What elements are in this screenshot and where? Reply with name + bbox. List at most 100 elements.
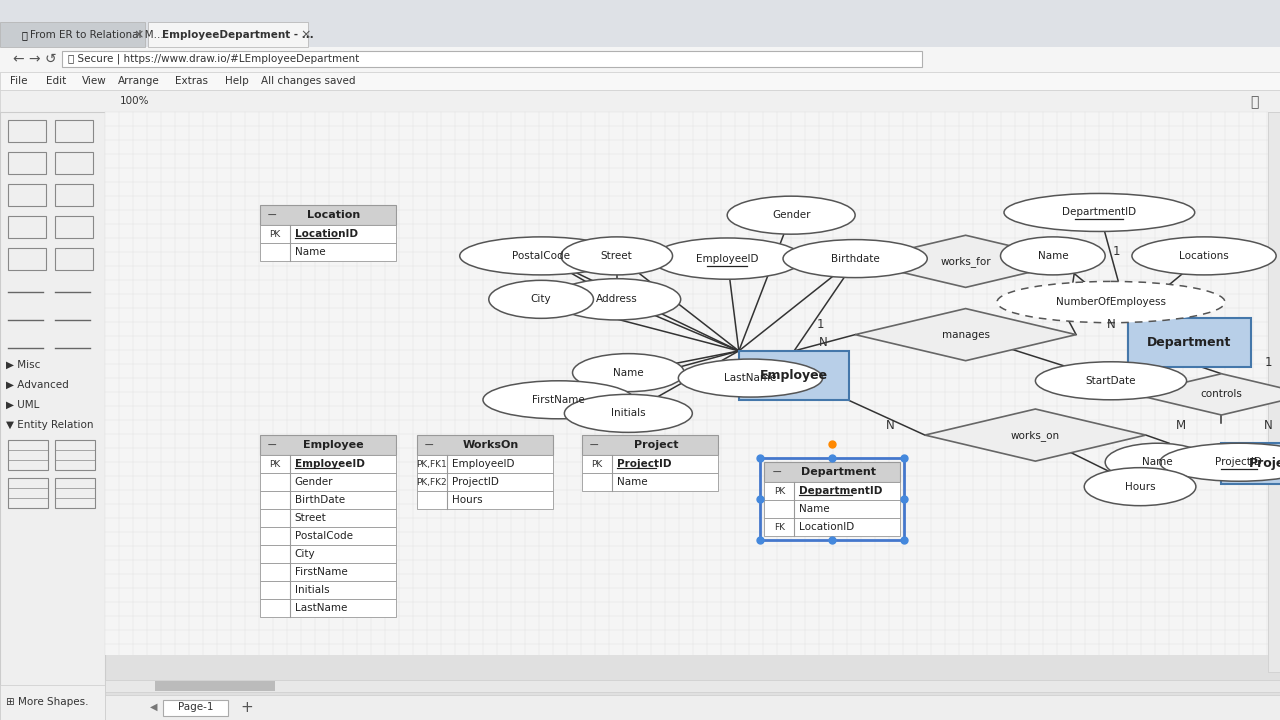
Bar: [55, 152, 93, 174]
Text: Arrange: Arrange: [118, 76, 160, 86]
Text: ↺: ↺: [45, 52, 56, 66]
Bar: [1221, 444, 1280, 484]
Text: Name: Name: [1038, 251, 1068, 261]
Text: Page-1: Page-1: [178, 702, 214, 712]
Text: Help: Help: [225, 76, 248, 86]
Text: PostalCode: PostalCode: [294, 531, 353, 541]
Bar: [417, 491, 553, 509]
Bar: [260, 225, 396, 243]
Bar: [260, 473, 396, 491]
Text: works_for: works_for: [941, 256, 991, 267]
Text: +: +: [241, 700, 252, 714]
Bar: [260, 205, 396, 225]
Bar: [105, 695, 1280, 720]
Text: LastName: LastName: [724, 373, 777, 383]
Text: FK: FK: [774, 523, 785, 532]
Text: PK,FK1: PK,FK1: [416, 459, 447, 469]
Bar: [0, 112, 105, 720]
Text: Project: Project: [1249, 457, 1280, 470]
Bar: [760, 458, 905, 540]
Ellipse shape: [489, 280, 594, 318]
Bar: [764, 518, 901, 536]
Text: works_on: works_on: [1011, 430, 1060, 441]
Text: 1: 1: [1265, 356, 1272, 369]
Bar: [417, 473, 553, 491]
Ellipse shape: [1105, 444, 1210, 481]
Ellipse shape: [1001, 237, 1105, 275]
Text: ProjectID: ProjectID: [1216, 457, 1262, 467]
Bar: [0, 22, 145, 47]
Text: Street: Street: [294, 513, 326, 523]
Ellipse shape: [561, 237, 672, 275]
Ellipse shape: [572, 354, 685, 392]
Text: Gender: Gender: [294, 477, 333, 487]
Ellipse shape: [483, 381, 634, 419]
Bar: [764, 482, 901, 500]
Text: PK: PK: [269, 230, 280, 239]
Text: EmployeeID: EmployeeID: [696, 253, 759, 264]
Bar: [148, 22, 308, 47]
Bar: [1129, 318, 1251, 367]
Text: manages: manages: [942, 330, 989, 340]
Bar: [260, 455, 396, 473]
Ellipse shape: [678, 359, 823, 397]
Bar: [0, 685, 105, 720]
Text: 🔒 Secure | https://www.draw.io/#LEmployeeDepartment: 🔒 Secure | https://www.draw.io/#LEmploye…: [68, 54, 360, 64]
Text: PK: PK: [774, 487, 785, 496]
Text: EmployeeDepartment - ...: EmployeeDepartment - ...: [163, 30, 314, 40]
Text: FirstName: FirstName: [294, 567, 347, 577]
Bar: [764, 500, 901, 518]
Bar: [582, 435, 718, 455]
Text: Name: Name: [294, 248, 325, 257]
Text: 1: 1: [1114, 245, 1120, 258]
Text: Project: Project: [634, 440, 678, 450]
Text: Street: Street: [600, 251, 632, 261]
Text: PK: PK: [591, 459, 603, 469]
Ellipse shape: [1004, 194, 1194, 231]
Bar: [417, 455, 553, 473]
Bar: [582, 455, 718, 473]
Text: 1: 1: [817, 318, 824, 331]
Text: Employee: Employee: [760, 369, 828, 382]
Bar: [8, 152, 46, 174]
Text: Name: Name: [617, 477, 648, 487]
Text: From ER to Relational M...: From ER to Relational M...: [29, 30, 164, 40]
Text: controls: controls: [1201, 390, 1243, 400]
Bar: [55, 216, 93, 238]
Ellipse shape: [652, 238, 803, 279]
Polygon shape: [925, 409, 1146, 461]
Bar: [55, 478, 95, 508]
Ellipse shape: [1036, 361, 1187, 400]
Bar: [155, 681, 275, 691]
Bar: [61, 51, 922, 67]
Ellipse shape: [1160, 444, 1280, 481]
Text: EmployeeID: EmployeeID: [452, 459, 515, 469]
Text: −: −: [772, 466, 782, 479]
Text: ▶ UML: ▶ UML: [6, 400, 40, 410]
Text: Address: Address: [596, 294, 637, 305]
Text: Initials: Initials: [611, 408, 645, 418]
Text: View: View: [82, 76, 106, 86]
Bar: [105, 680, 1280, 692]
Bar: [260, 527, 396, 545]
Text: BirthDate: BirthDate: [294, 495, 344, 505]
Ellipse shape: [553, 279, 681, 320]
Ellipse shape: [460, 237, 622, 275]
Bar: [582, 473, 718, 491]
Text: City: City: [294, 549, 315, 559]
Text: LocationID: LocationID: [294, 230, 357, 239]
Ellipse shape: [564, 395, 692, 433]
Text: All changes saved: All changes saved: [261, 76, 356, 86]
Bar: [55, 184, 93, 206]
Text: ←: ←: [12, 52, 23, 66]
Text: ProjectID: ProjectID: [617, 459, 671, 469]
Text: Location: Location: [307, 210, 361, 220]
Text: DepartmentID: DepartmentID: [800, 486, 883, 496]
Text: −: −: [266, 209, 278, 222]
Text: Edit: Edit: [46, 76, 67, 86]
Bar: [1268, 112, 1280, 672]
Bar: [0, 0, 1280, 22]
Text: 100%: 100%: [120, 96, 150, 106]
Bar: [105, 112, 1268, 655]
Text: ▶ Misc: ▶ Misc: [6, 360, 41, 370]
